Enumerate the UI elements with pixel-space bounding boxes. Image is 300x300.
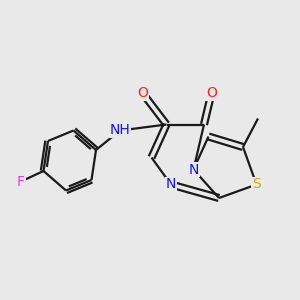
Text: N: N bbox=[188, 163, 199, 176]
Text: F: F bbox=[17, 175, 25, 188]
Text: N: N bbox=[166, 178, 176, 191]
Text: NH: NH bbox=[110, 124, 130, 137]
Text: S: S bbox=[252, 178, 261, 191]
Text: O: O bbox=[137, 86, 148, 100]
Text: O: O bbox=[206, 86, 217, 100]
